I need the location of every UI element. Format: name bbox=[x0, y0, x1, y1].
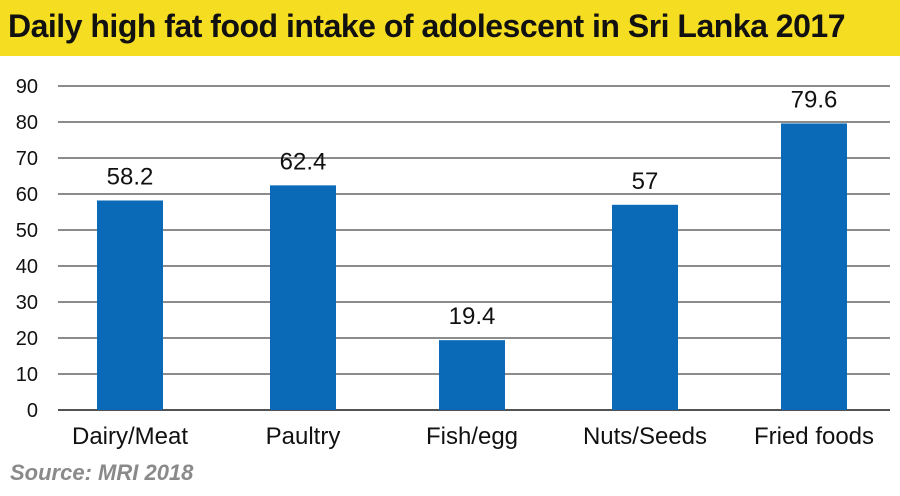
title-bar: Daily high fat food intake of adolescent… bbox=[0, 0, 900, 56]
gridlines bbox=[58, 85, 890, 411]
y-tick-label: 20 bbox=[16, 328, 38, 350]
y-tick-label: 10 bbox=[16, 364, 38, 386]
data-labels: 58.2 62.4 19.4 57 79.6 bbox=[107, 86, 838, 330]
bar-chart: 0 10 20 30 40 50 60 70 80 90 58.2 62.4 19.4 57 79.6 D… bbox=[16, 76, 890, 450]
bars bbox=[97, 123, 847, 410]
y-tick-label: 70 bbox=[16, 148, 38, 170]
y-tick-label: 60 bbox=[16, 184, 38, 206]
y-tick-label: 40 bbox=[16, 256, 38, 278]
bar bbox=[781, 123, 847, 410]
x-category-label: Fried foods bbox=[754, 423, 874, 450]
y-tick-label: 0 bbox=[27, 400, 38, 422]
x-axis-categories: Dairy/Meat Paultry Fish/egg Nuts/Seeds Fried… bbox=[72, 423, 874, 450]
x-category-label: Nuts/Seeds bbox=[583, 423, 707, 450]
data-label: 57 bbox=[632, 168, 659, 195]
x-category-label: Paultry bbox=[266, 423, 341, 450]
y-tick-label: 90 bbox=[16, 76, 38, 98]
y-tick-label: 30 bbox=[16, 292, 38, 314]
y-tick-label: 50 bbox=[16, 220, 38, 242]
source-note: Source: MRI 2018 bbox=[10, 460, 194, 485]
bar bbox=[439, 340, 505, 410]
data-label: 19.4 bbox=[449, 303, 496, 330]
y-axis-ticks: 0 10 20 30 40 50 60 70 80 90 bbox=[16, 76, 38, 422]
data-label: 79.6 bbox=[791, 86, 838, 113]
y-tick-label: 80 bbox=[16, 112, 38, 134]
bar bbox=[97, 200, 163, 410]
x-category-label: Dairy/Meat bbox=[72, 423, 188, 450]
data-label: 58.2 bbox=[107, 163, 154, 190]
data-label: 62.4 bbox=[280, 148, 327, 175]
bar bbox=[612, 204, 678, 410]
chart-title: Daily high fat food intake of adolescent… bbox=[8, 8, 845, 44]
bar bbox=[270, 185, 336, 410]
x-category-label: Fish/egg bbox=[426, 423, 518, 450]
